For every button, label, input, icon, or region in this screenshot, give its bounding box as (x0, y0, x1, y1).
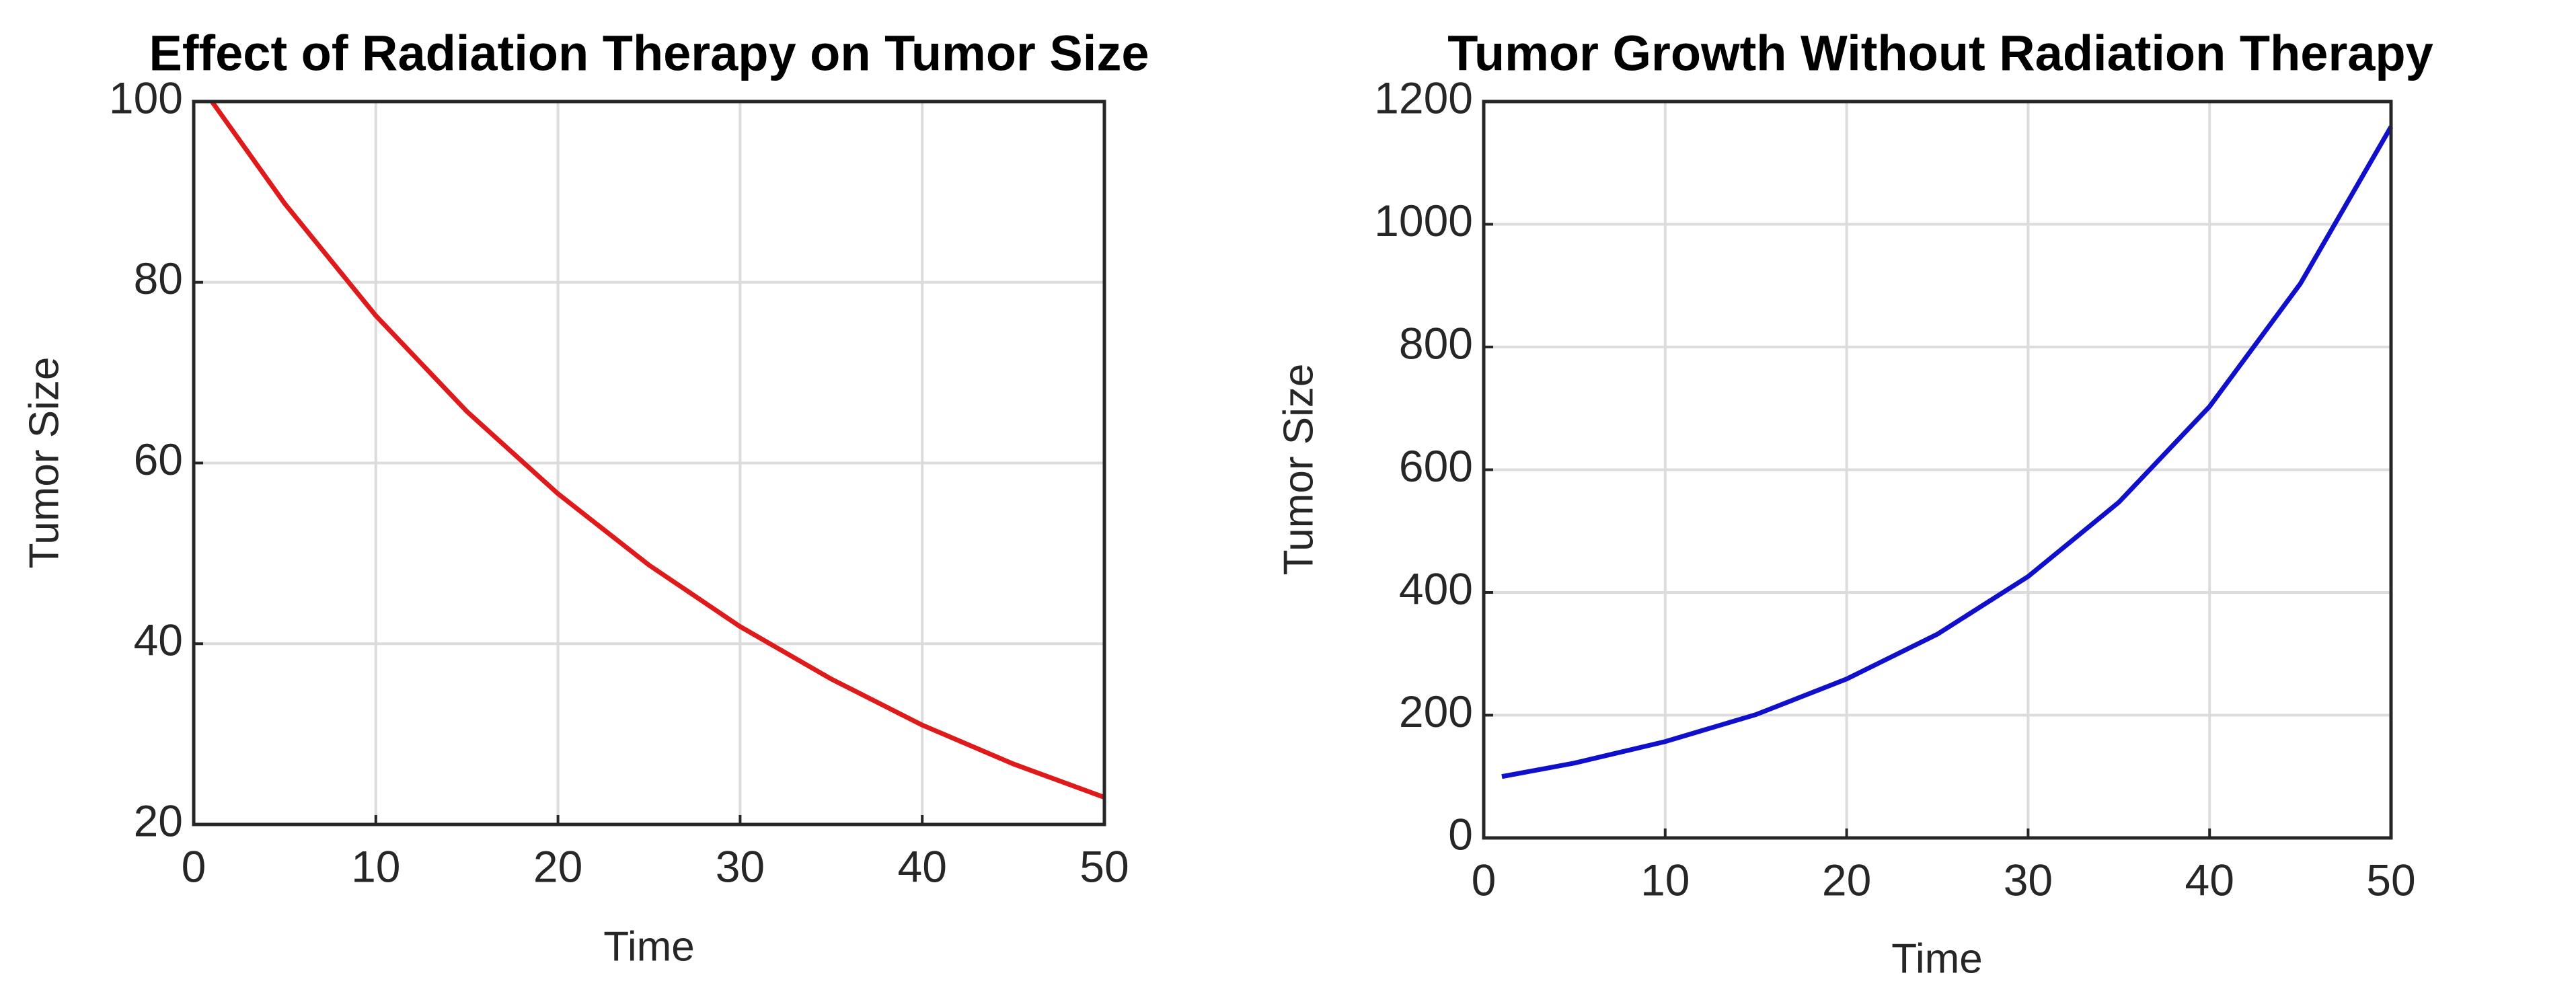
x-tick-label: 10 (351, 841, 400, 891)
chart-title: Tumor Growth Without Radiation Therapy (1447, 26, 2433, 81)
x-tick-label: 40 (897, 841, 946, 891)
y-tick-label: 0 (1448, 809, 1473, 859)
y-tick-label: 400 (1399, 564, 1473, 613)
y-tick-label: 60 (134, 434, 183, 484)
data-line (210, 100, 1106, 800)
x-tick-label: 20 (1822, 855, 1871, 904)
y-axis-label: Tumor Size (21, 357, 67, 569)
y-tick-label: 200 (1399, 687, 1473, 736)
x-tick-label: 50 (1079, 841, 1129, 891)
y-axis-label: Tumor Size (1275, 364, 1322, 576)
y-tick-label: 1000 (1374, 196, 1473, 245)
x-axis-label: Time (603, 923, 694, 970)
x-axis-label: Time (1891, 935, 1982, 982)
x-tick-label: 30 (2004, 855, 2053, 904)
x-tick-label: 40 (2185, 855, 2234, 904)
y-tick-label: 80 (134, 254, 183, 303)
x-tick-label: 10 (1640, 855, 1690, 904)
y-tick-label: 600 (1399, 441, 1473, 491)
chart-title: Effect of Radiation Therapy on Tumor Siz… (149, 26, 1149, 81)
axes-frame (192, 100, 1106, 826)
x-tick-label: 50 (2366, 855, 2415, 904)
x-tick-label: 20 (533, 841, 582, 891)
y-tick-label: 1200 (1374, 73, 1473, 122)
x-tick-label: 30 (716, 841, 765, 891)
y-tick-label: 20 (134, 796, 183, 845)
x-tick-label: 0 (182, 841, 206, 891)
y-tick-label: 800 (1399, 318, 1473, 368)
y-tick-label: 40 (134, 615, 183, 665)
data-line (1501, 125, 2394, 779)
axes-frame (1482, 100, 2393, 840)
y-tick-label: 100 (109, 73, 183, 122)
x-tick-label: 0 (1472, 855, 1497, 904)
